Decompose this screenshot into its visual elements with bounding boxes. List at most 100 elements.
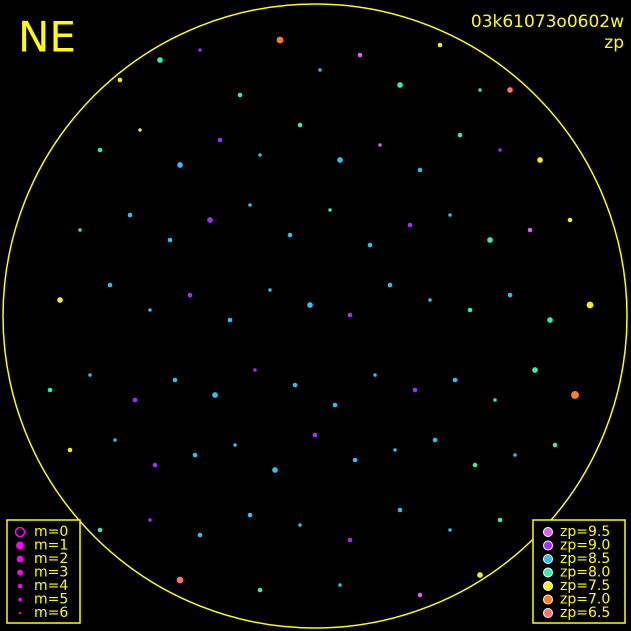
star <box>397 82 403 88</box>
sky-horizon <box>2 3 628 629</box>
zp-legend-marker <box>543 554 553 564</box>
star <box>177 162 183 168</box>
star <box>448 528 452 532</box>
zp-legend-marker <box>543 581 553 591</box>
magnitude-legend-label: m=5 <box>34 592 68 608</box>
star <box>417 167 423 173</box>
star <box>47 387 53 393</box>
star <box>307 302 313 308</box>
star <box>357 52 363 58</box>
magnitude-legend-marker <box>17 583 23 589</box>
star <box>276 36 284 44</box>
star <box>347 537 353 543</box>
star <box>212 392 218 398</box>
zp-legend-label: zp=9.0 <box>560 538 610 554</box>
star <box>478 88 482 92</box>
star <box>378 143 382 147</box>
magnitude-legend-label: m=4 <box>34 578 68 594</box>
chart-title: NE <box>18 13 76 62</box>
zp-legend-marker <box>543 540 553 551</box>
magnitude-legend-marker <box>16 541 24 550</box>
star <box>247 512 253 518</box>
star <box>412 387 418 393</box>
star <box>527 227 533 233</box>
chart-subtitle: 03k61073o0602w <box>471 12 624 32</box>
star <box>192 452 198 458</box>
star <box>477 572 483 578</box>
star <box>387 282 393 288</box>
star <box>152 462 158 468</box>
star <box>586 301 594 309</box>
star <box>227 317 233 323</box>
star <box>253 368 257 372</box>
magnitude-legend-marker <box>14 526 26 538</box>
star <box>287 232 293 238</box>
zp-legend-label: zp=8.0 <box>560 565 610 581</box>
star <box>237 92 243 98</box>
star <box>217 137 223 143</box>
zp-legend-marker <box>543 527 553 537</box>
star <box>167 237 173 243</box>
magnitude-legend-marker <box>18 597 22 602</box>
star <box>507 87 513 93</box>
star <box>187 292 193 298</box>
star <box>97 147 103 153</box>
star <box>198 48 202 52</box>
star <box>513 453 517 457</box>
star <box>467 307 473 313</box>
star <box>157 57 163 63</box>
star <box>457 132 463 138</box>
star <box>176 576 184 584</box>
star <box>292 382 298 388</box>
star <box>567 217 573 223</box>
zp-legend-label: zp=7.5 <box>560 578 610 594</box>
star <box>352 457 358 463</box>
star <box>257 587 263 593</box>
star <box>498 148 502 152</box>
star <box>117 77 123 83</box>
star <box>448 213 452 217</box>
magnitude-legend-label: m=2 <box>34 551 68 567</box>
star <box>347 312 353 318</box>
star <box>338 583 342 587</box>
star <box>148 308 152 312</box>
magnitude-legend-label: m=1 <box>34 538 68 554</box>
star <box>88 373 92 377</box>
star <box>132 397 138 403</box>
zp-legend-label: zp=8.5 <box>560 551 610 567</box>
star <box>507 292 513 298</box>
magnitude-legend-label: m=0 <box>34 524 68 540</box>
star <box>148 518 152 522</box>
star <box>107 282 113 288</box>
zp-legend-marker <box>543 594 553 605</box>
zp-legend-marker <box>543 567 553 578</box>
star <box>428 298 432 302</box>
star <box>312 432 318 438</box>
star <box>537 157 543 163</box>
star <box>318 68 322 72</box>
star <box>417 592 423 598</box>
star <box>298 523 302 527</box>
star <box>268 288 272 292</box>
star <box>97 527 103 533</box>
star <box>248 203 252 207</box>
star <box>497 517 503 523</box>
zp-legend-label: zp=7.0 <box>560 592 610 608</box>
star <box>57 297 63 303</box>
stars <box>47 36 594 598</box>
star <box>367 242 373 248</box>
star <box>571 391 579 399</box>
star <box>552 442 558 448</box>
star <box>373 373 377 377</box>
star <box>547 317 553 323</box>
star <box>258 153 262 157</box>
star <box>272 467 278 473</box>
zp-legend-marker <box>543 608 553 618</box>
legends: m=0m=1m=2m=3m=4m=5m=6zp=9.5zp=9.0zp=8.5z… <box>14 524 610 621</box>
color-label: zp <box>604 33 624 53</box>
star <box>432 437 438 443</box>
star <box>407 222 413 228</box>
star <box>297 122 303 128</box>
star <box>452 377 458 383</box>
